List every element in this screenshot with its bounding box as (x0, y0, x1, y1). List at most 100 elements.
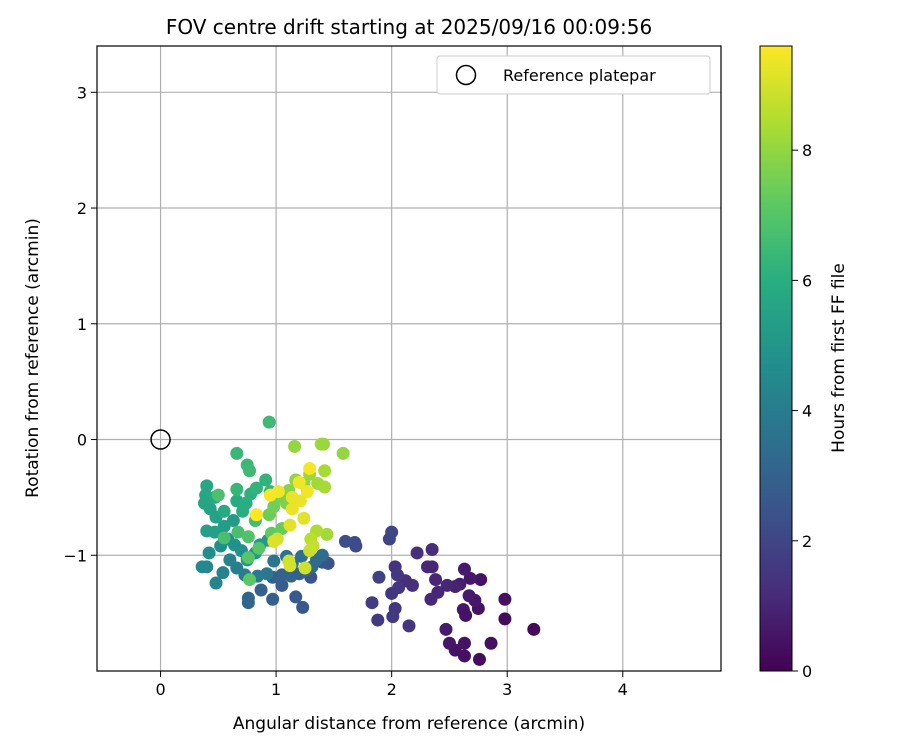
colorbar-gradient (759, 45, 793, 672)
data-point (320, 527, 334, 541)
data-point (498, 612, 512, 626)
data-point (371, 613, 385, 627)
data-point (338, 534, 352, 548)
data-point (267, 534, 281, 548)
x-tick-label: 4 (618, 680, 628, 699)
data-point (336, 446, 350, 460)
legend: Reference platepar (436, 55, 711, 95)
data-point (385, 525, 399, 539)
data-point (211, 488, 225, 502)
data-point (241, 551, 255, 565)
colorbar-ticks: 0 2 4 6 8 (792, 141, 812, 681)
data-point (195, 560, 209, 574)
data-point (288, 439, 302, 453)
data-point (474, 573, 488, 587)
data-point (463, 571, 477, 585)
data-point (243, 573, 257, 587)
data-point (283, 559, 297, 573)
data-point (425, 542, 439, 556)
data-point (303, 544, 317, 558)
data-point (527, 622, 541, 636)
data-point (429, 573, 443, 587)
data-point (252, 541, 266, 555)
data-point (230, 482, 244, 496)
colorbar-tick-label: 4 (802, 402, 812, 421)
data-point (217, 504, 231, 518)
data-point (209, 576, 223, 590)
data-point (275, 578, 289, 592)
data-point (459, 608, 473, 622)
data-point (243, 464, 257, 478)
data-point (285, 502, 299, 516)
data-point (385, 586, 399, 600)
scatter-points (195, 415, 541, 666)
y-tick-label: 3 (77, 83, 87, 102)
y-tick-label: −1 (63, 546, 87, 565)
data-point (283, 518, 297, 532)
data-point (472, 652, 486, 666)
data-point (315, 548, 329, 562)
data-point (217, 531, 231, 545)
data-point (498, 592, 512, 606)
data-point (202, 546, 216, 560)
data-point (402, 619, 416, 633)
data-point (289, 590, 303, 604)
data-point (303, 461, 317, 475)
data-point (372, 570, 386, 584)
data-point (249, 508, 263, 522)
colorbar-tick-label: 2 (802, 532, 812, 551)
data-point (267, 500, 281, 514)
data-point (318, 464, 332, 478)
data-point (267, 554, 281, 568)
legend-label: Reference platepar (503, 66, 656, 85)
legend-marker-icon (455, 64, 477, 86)
data-point (226, 514, 240, 528)
data-point (262, 415, 276, 429)
data-point (440, 578, 454, 592)
y-tick-label: 2 (77, 199, 87, 218)
data-point (241, 596, 255, 610)
data-point (285, 490, 299, 504)
data-point (296, 600, 310, 614)
chart-title: FOV centre drift starting at 2025/09/16 … (166, 15, 652, 39)
data-point (263, 488, 277, 502)
data-point (457, 562, 471, 576)
data-point (230, 446, 244, 460)
y-axis-label: Rotation from reference (arcmin) (23, 218, 43, 498)
data-point (241, 530, 255, 544)
legend-box (436, 55, 711, 95)
x-axis-ticks: 0 1 2 3 4 (155, 671, 628, 699)
data-point (410, 546, 424, 560)
x-tick-label: 1 (271, 680, 281, 699)
data-point (292, 475, 306, 489)
x-tick-label: 2 (387, 680, 397, 699)
data-point (462, 589, 476, 603)
reference-point (150, 429, 171, 450)
data-point (231, 525, 245, 539)
data-point (425, 560, 439, 574)
colorbar: 0 2 4 6 8 Hours from first FF file (759, 45, 849, 681)
data-point (297, 511, 311, 525)
data-point (266, 592, 280, 606)
x-tick-label: 0 (155, 680, 165, 699)
data-point (298, 561, 312, 575)
data-point (386, 610, 400, 624)
data-point (424, 592, 438, 606)
reference-marker (150, 429, 171, 450)
data-point (200, 479, 214, 493)
data-point (216, 566, 230, 580)
data-point (200, 524, 214, 538)
data-point (318, 480, 332, 494)
data-point (300, 485, 314, 499)
data-point (217, 519, 231, 533)
y-axis-ticks: −1 0 1 2 3 (63, 83, 97, 565)
data-point (259, 473, 273, 487)
data-point (249, 481, 263, 495)
data-point (442, 636, 456, 650)
colorbar-label: Hours from first FF file (829, 263, 849, 453)
data-point (316, 437, 330, 451)
data-point (484, 636, 498, 650)
data-point (457, 649, 471, 663)
colorbar-tick-label: 0 (802, 662, 812, 681)
data-point (390, 568, 404, 582)
